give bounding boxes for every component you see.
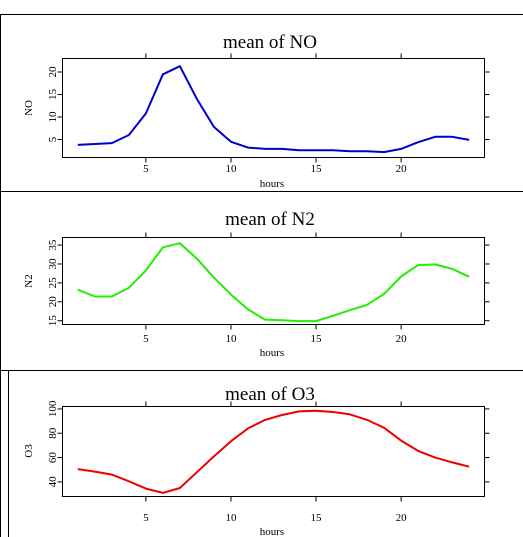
x-tick-label: 5: [143, 163, 149, 175]
y-axis-label: O3: [23, 444, 35, 458]
plot-area: [62, 237, 485, 325]
x-axis-label: hours: [260, 347, 284, 359]
y-tick-label: 80: [47, 427, 59, 439]
x-tick-label: 5: [143, 512, 149, 524]
x-axis-label: hours: [260, 526, 284, 537]
series-line: [77, 242, 470, 323]
y-axis-label: N2: [23, 274, 35, 287]
panel-o3: mean of O3 5 10 15 20 40 60 80 100 hours…: [23, 384, 490, 537]
plot-area: [62, 406, 485, 497]
y-tick-label: 35: [47, 239, 59, 251]
series-line: [77, 65, 470, 154]
x-tick-label: 20: [396, 333, 408, 345]
panel-n2: mean of N2 5 10 15 20 15 20 25 30 35 hou…: [23, 209, 490, 359]
plot-area: [62, 58, 485, 158]
series-line: [77, 409, 470, 494]
y-tick-label: 20: [47, 66, 59, 78]
y-tick-label: 60: [47, 452, 59, 464]
x-tick-label: 15: [311, 163, 323, 175]
y-tick-label: 100: [47, 400, 59, 417]
y-tick-label: 15: [47, 315, 59, 327]
x-tick-label: 20: [396, 512, 408, 524]
panel-title: mean of N2: [225, 209, 315, 230]
x-tick-label: 10: [225, 163, 237, 175]
y-tick-label: 5: [47, 136, 59, 142]
x-tick-label: 5: [143, 333, 149, 345]
x-tick-label: 10: [225, 512, 237, 524]
y-tick-label: 20: [47, 296, 59, 308]
y-tick-label: 30: [47, 258, 59, 270]
y-tick-label: 10: [47, 111, 59, 123]
x-axis-label: hours: [260, 178, 284, 190]
x-tick-label: 20: [396, 163, 408, 175]
x-tick-label: 15: [311, 333, 323, 345]
panel-no: mean of NO 5 10 15 20 5 10 15 20 hours N…: [23, 32, 490, 190]
y-axis-label: NO: [23, 100, 35, 116]
panel-title: mean of NO: [223, 32, 317, 53]
y-tick-label: 25: [47, 277, 59, 289]
panel-title: mean of O3: [225, 384, 315, 405]
x-tick-label: 15: [311, 512, 323, 524]
y-tick-label: 40: [47, 476, 59, 488]
x-tick-label: 10: [225, 333, 237, 345]
y-tick-label: 15: [47, 89, 59, 101]
